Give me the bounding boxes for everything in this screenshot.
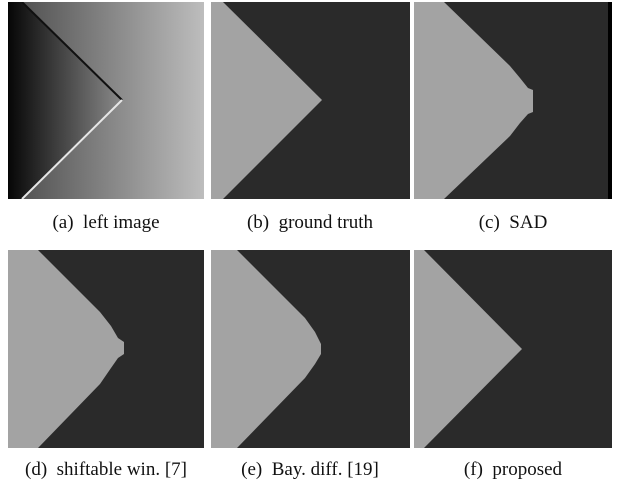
bayesian-diffusion-graphic: [211, 250, 410, 448]
caption-e-text: Bay. diff. [19]: [271, 459, 379, 480]
caption-e: (e) Bay. diff. [19]: [210, 459, 410, 481]
caption-e-label: (e): [241, 459, 263, 480]
left-image-graphic: [8, 2, 204, 199]
caption-d-text: shiftable win. [7]: [56, 459, 187, 480]
caption-c-text: SAD: [509, 212, 548, 233]
caption-d-label: (d): [25, 459, 48, 480]
panel-ground-truth: [211, 2, 410, 199]
caption-a-text: left image: [83, 212, 160, 233]
caption-a: (a) left image: [6, 212, 206, 234]
shiftable-window-graphic: [8, 250, 204, 448]
caption-b-label: (b): [246, 212, 270, 233]
caption-f: (f) proposed: [413, 459, 613, 481]
caption-f-label: (f): [463, 459, 483, 480]
caption-c-label: (c): [478, 212, 500, 233]
caption-d: (d) shiftable win. [7]: [6, 459, 206, 481]
caption-c: (c) SAD: [413, 212, 613, 234]
panel-sad: [414, 2, 612, 199]
ground-truth-graphic: [211, 2, 410, 199]
caption-b: (b) ground truth: [210, 212, 410, 234]
proposed-graphic: [414, 250, 612, 448]
sad-graphic: [414, 2, 612, 199]
panel-left-image: [8, 2, 204, 199]
caption-b-text: ground truth: [278, 212, 374, 233]
panel-proposed: [414, 250, 612, 448]
panel-shiftable-window: [8, 250, 204, 448]
panel-bayesian-diffusion: [211, 250, 410, 448]
caption-f-text: proposed: [492, 459, 563, 480]
caption-a-label: (a): [52, 212, 74, 233]
